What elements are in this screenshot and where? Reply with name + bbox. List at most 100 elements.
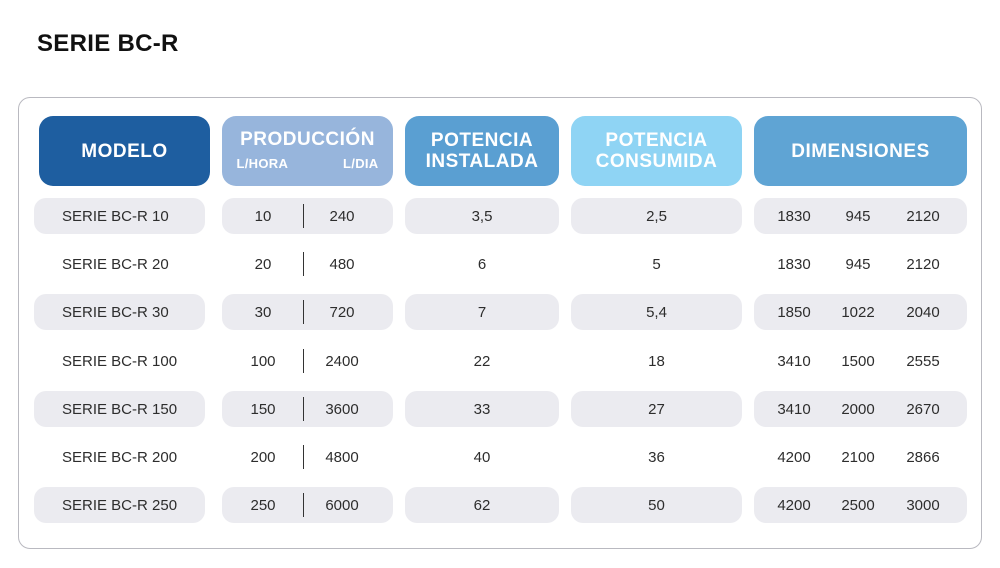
dim-3-value: 2120 [906,255,940,273]
header-produccion: PRODUCCIÓN L/HORA L/DIA [222,116,393,186]
dim-3-value: 3000 [906,496,940,514]
l-hora-value: 100 [250,352,276,370]
header-consumida-line2: CONSUMIDA [595,151,718,172]
instalada-value: 3,5 [471,207,493,225]
consumida-value: 2,5 [646,207,667,225]
cell-produccion: 10 240 [222,198,393,234]
instalada-value: 22 [473,352,491,370]
l-dia-value: 3600 [325,400,359,418]
cell-dimensiones: 4200 2500 3000 [754,487,967,523]
dim-1-value: 3410 [777,352,811,370]
dim-1-value: 1830 [777,255,811,273]
cell-potencia-instalada: 40 [405,439,559,475]
modelo-value: SERIE BC-R 100 [62,352,178,370]
page-title: SERIE BC-R [37,30,179,57]
cell-dimensiones: 1830 945 2120 [754,246,967,282]
cell-modelo: SERIE BC-R 20 [34,246,205,282]
consumida-value: 27 [648,400,665,418]
header-dimensiones: DIMENSIONES [754,116,967,186]
dim-2-value: 1022 [841,303,875,321]
cell-produccion: 250 6000 [222,487,393,523]
consumida-value: 50 [648,496,665,514]
header-modelo-label: MODELO [81,140,168,162]
l-dia-value: 240 [329,207,355,225]
cell-modelo: SERIE BC-R 200 [34,439,205,475]
consumida-value: 5,4 [646,303,667,321]
table-row: SERIE BC-R 200 200 4800 40 36 4200 2100 … [0,439,1000,475]
modelo-value: SERIE BC-R 20 [62,255,169,273]
instalada-value: 7 [477,303,487,321]
l-hora-value: 150 [250,400,276,418]
dim-2-value: 2000 [841,400,875,418]
cell-produccion: 30 720 [222,294,393,330]
cell-produccion: 200 4800 [222,439,393,475]
dim-1-value: 1850 [777,303,811,321]
produccion-divider [303,397,304,421]
header-produccion-label: PRODUCCIÓN [240,129,375,150]
cell-potencia-consumida: 2,5 [571,198,742,234]
table-row: SERIE BC-R 150 150 3600 33 27 3410 2000 … [0,391,1000,427]
cell-potencia-consumida: 18 [571,343,742,379]
dim-2-value: 945 [845,255,871,273]
cell-modelo: SERIE BC-R 100 [34,343,205,379]
instalada-value: 6 [477,255,487,273]
cell-dimensiones: 1830 945 2120 [754,198,967,234]
l-hora-value: 10 [254,207,272,225]
dim-1-value: 4200 [777,448,811,466]
produccion-divider [303,252,304,276]
dim-2-value: 2500 [841,496,875,514]
modelo-value: SERIE BC-R 150 [62,400,178,418]
header-consumida-line1: POTENCIA [605,130,708,151]
dim-3-value: 2120 [906,207,940,225]
header-modelo: MODELO [39,116,210,186]
l-hora-value: 200 [250,448,276,466]
instalada-value: 40 [473,448,491,466]
cell-potencia-instalada: 22 [405,343,559,379]
cell-modelo: SERIE BC-R 10 [34,198,205,234]
consumida-value: 5 [652,255,661,273]
table-row: SERIE BC-R 30 30 720 7 5,4 1850 1022 204… [0,294,1000,330]
dim-3-value: 2040 [906,303,940,321]
produccion-divider [303,349,304,373]
cell-modelo: SERIE BC-R 30 [34,294,205,330]
dim-2-value: 2100 [841,448,875,466]
dim-1-value: 1830 [777,207,811,225]
produccion-divider [303,204,304,228]
header-produccion-hora: L/HORA [236,156,289,171]
modelo-value: SERIE BC-R 10 [62,207,169,225]
cell-dimensiones: 1850 1022 2040 [754,294,967,330]
header-dimensiones-label: DIMENSIONES [791,140,930,162]
dim-2-value: 1500 [841,352,875,370]
cell-modelo: SERIE BC-R 150 [34,391,205,427]
header-instalada-line1: POTENCIA [430,130,534,151]
cell-potencia-consumida: 36 [571,439,742,475]
cell-dimensiones: 3410 2000 2670 [754,391,967,427]
cell-produccion: 100 2400 [222,343,393,379]
l-hora-value: 250 [250,496,276,514]
dim-3-value: 2555 [906,352,940,370]
header-instalada-line2: INSTALADA [425,151,539,172]
table-row: SERIE BC-R 100 100 2400 22 18 3410 1500 … [0,343,1000,379]
cell-modelo: SERIE BC-R 250 [34,487,205,523]
cell-potencia-instalada: 7 [405,294,559,330]
l-dia-value: 6000 [325,496,359,514]
l-dia-value: 2400 [325,352,359,370]
cell-potencia-consumida: 5,4 [571,294,742,330]
table-row: SERIE BC-R 20 20 480 6 5 1830 945 2120 [0,246,1000,282]
cell-dimensiones: 3410 1500 2555 [754,343,967,379]
dim-2-value: 945 [845,207,871,225]
cell-potencia-consumida: 5 [571,246,742,282]
l-dia-value: 720 [329,303,355,321]
consumida-value: 36 [648,448,665,466]
modelo-value: SERIE BC-R 250 [62,496,178,514]
dim-3-value: 2670 [906,400,940,418]
l-hora-value: 30 [254,303,272,321]
table-frame [18,97,982,549]
table-row: SERIE BC-R 250 250 6000 62 50 4200 2500 … [0,487,1000,523]
cell-potencia-instalada: 6 [405,246,559,282]
l-dia-value: 4800 [325,448,359,466]
instalada-value: 62 [473,496,491,514]
dim-3-value: 2866 [906,448,940,466]
cell-produccion: 20 480 [222,246,393,282]
header-produccion-dia: L/DIA [343,156,379,171]
